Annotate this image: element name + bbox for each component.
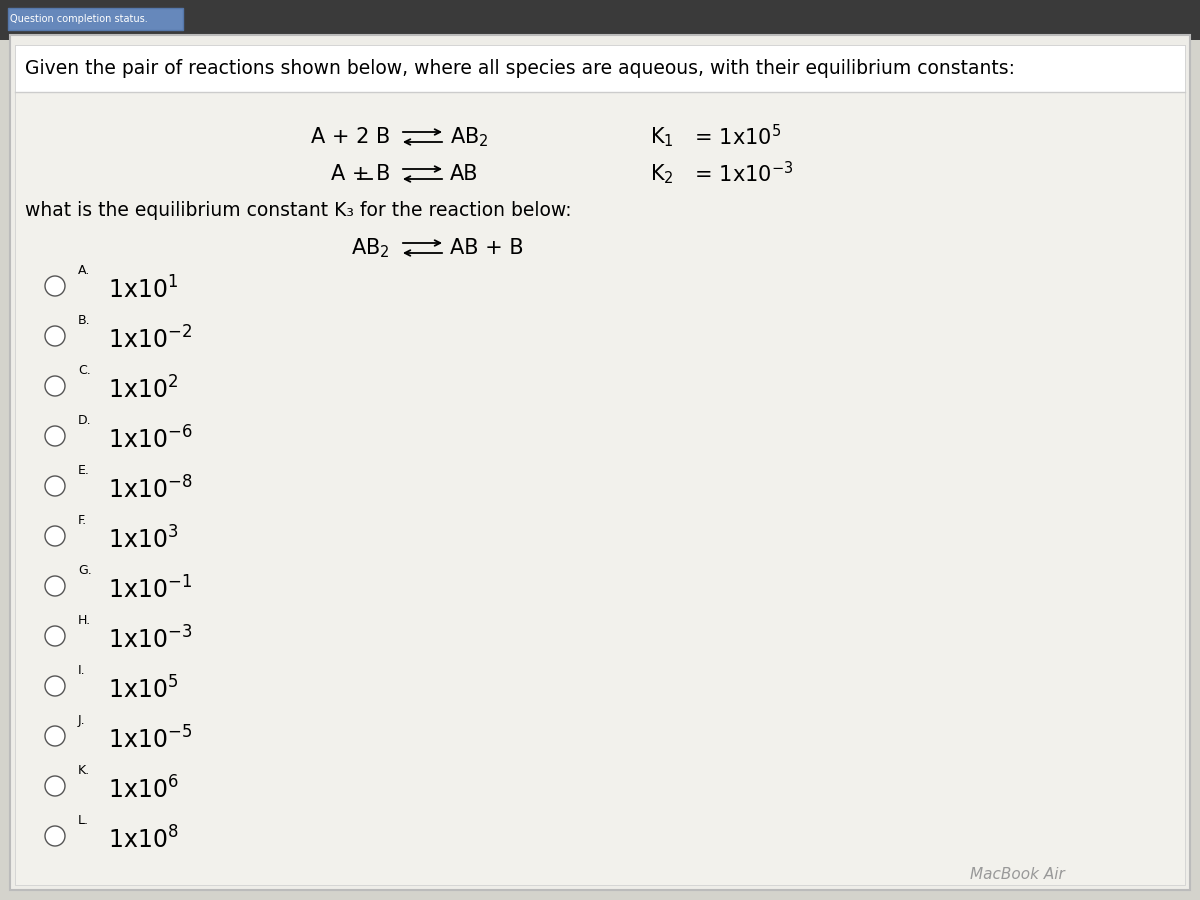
FancyBboxPatch shape — [14, 45, 1186, 885]
Circle shape — [46, 776, 65, 796]
Text: E.: E. — [78, 464, 90, 477]
Circle shape — [46, 326, 65, 346]
Text: A + B: A + B — [331, 164, 390, 184]
Circle shape — [46, 826, 65, 846]
Text: K$_2$: K$_2$ — [650, 162, 673, 185]
Circle shape — [46, 576, 65, 596]
Text: 1x10$^{-1}$: 1x10$^{-1}$ — [108, 576, 192, 604]
Text: H.: H. — [78, 614, 91, 627]
Circle shape — [46, 526, 65, 546]
Text: 1x10$^{2}$: 1x10$^{2}$ — [108, 376, 178, 403]
Text: I.: I. — [78, 664, 85, 677]
Text: 1x10$^{5}$: 1x10$^{5}$ — [108, 677, 179, 704]
Text: AB$_2$: AB$_2$ — [450, 125, 488, 148]
Circle shape — [46, 276, 65, 296]
Text: = 1x10$^5$: = 1x10$^5$ — [688, 124, 781, 149]
Text: MacBook Air: MacBook Air — [970, 867, 1064, 882]
Text: AB: AB — [450, 164, 479, 184]
Circle shape — [46, 376, 65, 396]
Text: 1x10$^{-8}$: 1x10$^{-8}$ — [108, 476, 192, 504]
Circle shape — [46, 426, 65, 446]
Circle shape — [46, 476, 65, 496]
Text: 1x10$^{8}$: 1x10$^{8}$ — [108, 826, 179, 853]
Text: 1x10$^{6}$: 1x10$^{6}$ — [108, 777, 179, 804]
Text: D.: D. — [78, 414, 91, 427]
Text: C.: C. — [78, 364, 91, 377]
Text: 1x10$^{-3}$: 1x10$^{-3}$ — [108, 626, 192, 653]
Text: L.: L. — [78, 814, 89, 827]
FancyBboxPatch shape — [8, 8, 182, 30]
Text: A.: A. — [78, 264, 90, 277]
Text: = 1x10$^{-3}$: = 1x10$^{-3}$ — [688, 161, 793, 186]
Text: F.: F. — [78, 514, 88, 527]
Text: 1x10$^{-5}$: 1x10$^{-5}$ — [108, 726, 192, 753]
FancyBboxPatch shape — [0, 0, 1200, 40]
Circle shape — [46, 676, 65, 696]
Text: 1x10$^{-2}$: 1x10$^{-2}$ — [108, 327, 192, 354]
Text: AB + B: AB + B — [450, 238, 523, 258]
Circle shape — [46, 626, 65, 646]
Circle shape — [46, 726, 65, 746]
Text: 1x10$^{-6}$: 1x10$^{-6}$ — [108, 427, 192, 454]
Text: K$_1$: K$_1$ — [650, 125, 673, 148]
Text: Question completion status.: Question completion status. — [10, 14, 148, 24]
Text: AB$_2$: AB$_2$ — [352, 236, 390, 260]
FancyBboxPatch shape — [14, 45, 1186, 92]
Text: K.: K. — [78, 764, 90, 777]
FancyBboxPatch shape — [10, 35, 1190, 890]
Text: 1x10$^{3}$: 1x10$^{3}$ — [108, 526, 179, 554]
Text: what is the equilibrium constant K₃ for the reaction below:: what is the equilibrium constant K₃ for … — [25, 202, 571, 220]
Text: A + 2 B: A + 2 B — [311, 127, 390, 147]
Text: G.: G. — [78, 564, 91, 577]
Text: Given the pair of reactions shown below, where all species are aqueous, with the: Given the pair of reactions shown below,… — [25, 59, 1015, 78]
Text: B.: B. — [78, 314, 91, 327]
Text: J.: J. — [78, 714, 85, 727]
Text: 1x10$^{1}$: 1x10$^{1}$ — [108, 276, 178, 303]
